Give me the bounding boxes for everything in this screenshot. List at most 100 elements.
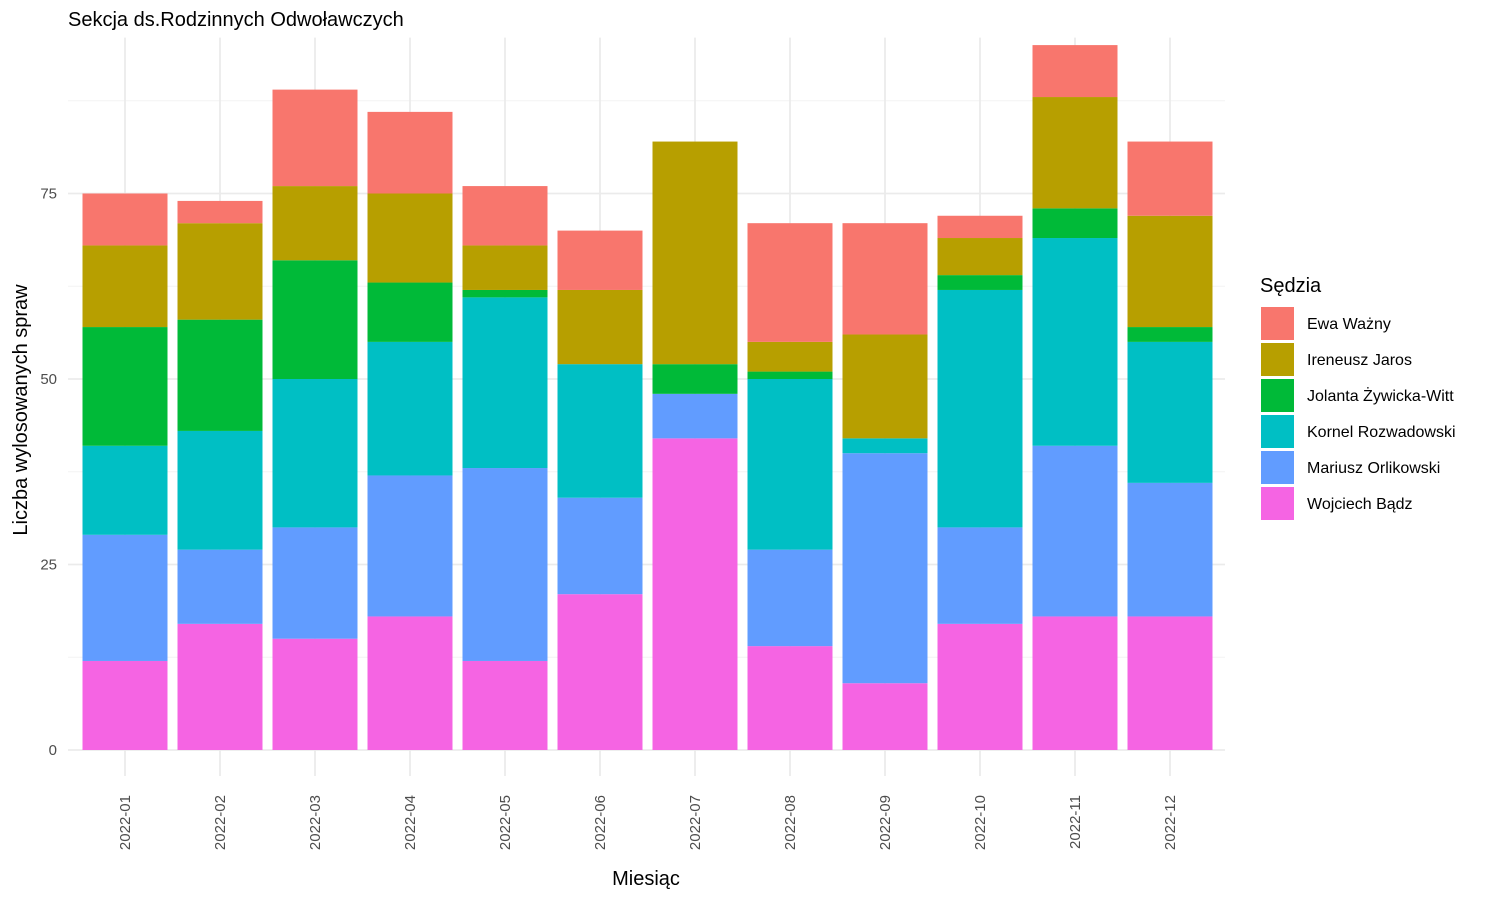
bar-segment xyxy=(652,141,738,365)
bar-segment xyxy=(937,527,1023,624)
bar-segment xyxy=(1127,616,1213,750)
bar-segment xyxy=(462,245,548,290)
x-tick-label: 2022-08 xyxy=(782,795,799,850)
y-tick-label: 50 xyxy=(40,371,57,388)
x-tick-label: 2022-05 xyxy=(497,795,514,850)
x-tick-label: 2022-02 xyxy=(212,795,229,850)
bar-segment xyxy=(272,379,358,528)
x-tick-label: 2022-04 xyxy=(402,795,419,850)
legend-swatch xyxy=(1261,307,1294,340)
bar-segment xyxy=(177,319,263,431)
bar-segment xyxy=(937,289,1023,528)
bar-segment xyxy=(1032,97,1118,209)
bar-segment xyxy=(1032,616,1118,750)
axes: 0 25 50 75 2022-01 2022-02 2022-03 2022-04 2022-… xyxy=(40,186,1179,851)
bar-segment xyxy=(557,497,643,595)
bar-segment xyxy=(177,200,263,224)
bar-segment xyxy=(177,430,263,550)
legend-swatch xyxy=(1261,379,1294,412)
chart-title: Sekcja ds.Rodzinnych Odwoławczych xyxy=(68,9,404,31)
bar-segment xyxy=(747,379,833,550)
bar-segment xyxy=(652,364,738,394)
bar-segment xyxy=(462,468,548,661)
bar-segment xyxy=(367,475,453,617)
legend-label: Wojciech Bądz xyxy=(1307,496,1413,513)
bar-segment xyxy=(462,289,548,298)
bar-segment xyxy=(82,245,168,328)
bar-segment xyxy=(1032,238,1118,446)
bar-segment xyxy=(1127,215,1213,328)
y-tick-label: 0 xyxy=(49,742,57,759)
legend-label: Ireneusz Jaros xyxy=(1307,352,1412,369)
x-tick-label: 2022-07 xyxy=(687,795,704,850)
bar-segment xyxy=(842,453,928,684)
x-tick-label: 2022-03 xyxy=(307,795,324,850)
bar-segment xyxy=(177,223,263,320)
bar-segment xyxy=(557,230,643,290)
bar-segment xyxy=(462,186,548,246)
bar-segment xyxy=(367,193,453,283)
bar-segment xyxy=(177,623,263,750)
bar-segment xyxy=(272,638,358,750)
legend-swatch xyxy=(1261,415,1294,448)
legend-label: Ewa Ważny xyxy=(1307,316,1391,333)
x-tick-label: 2022-10 xyxy=(972,795,989,850)
bar-segment xyxy=(557,289,643,365)
bar-segment xyxy=(1127,482,1213,617)
bar-segment xyxy=(937,275,1023,290)
bars xyxy=(82,45,1213,750)
y-tick-label: 75 xyxy=(40,186,57,203)
bar-segment xyxy=(652,393,738,439)
bar-segment xyxy=(272,527,358,639)
x-tick-label: 2022-06 xyxy=(592,795,609,850)
x-axis-title: Miesiąc xyxy=(612,868,680,890)
bar-segment xyxy=(177,549,263,624)
bar-segment xyxy=(747,371,833,379)
bar-segment xyxy=(842,223,928,335)
bar-segment xyxy=(82,445,168,535)
legend-title: Sędzia xyxy=(1260,275,1322,297)
legend-swatch xyxy=(1261,487,1294,520)
bar-segment xyxy=(367,616,453,750)
bar-segment xyxy=(557,364,643,498)
bar-segment xyxy=(272,89,358,187)
bar-segment xyxy=(272,186,358,261)
bar-segment xyxy=(1127,327,1213,342)
bar-segment xyxy=(82,193,168,246)
bar-segment xyxy=(557,594,643,750)
legend-label: Kornel Rozwadowski xyxy=(1307,424,1456,441)
bar-segment xyxy=(747,223,833,342)
bar-segment xyxy=(1032,45,1118,98)
y-axis-title: Liczba wylosowanych spraw xyxy=(10,284,32,536)
x-tick-label: 2022-12 xyxy=(1162,795,1179,850)
bar-segment xyxy=(367,282,453,342)
bar-segment xyxy=(937,215,1023,239)
bar-segment xyxy=(937,238,1023,276)
bar-segment xyxy=(747,549,833,647)
bar-segment xyxy=(1032,445,1118,617)
bar-segment xyxy=(1127,141,1213,216)
bar-segment xyxy=(82,327,168,446)
bar-segment xyxy=(842,334,928,439)
bar-segment xyxy=(82,660,168,750)
bar-segment xyxy=(462,660,548,750)
bar-segment xyxy=(747,646,833,750)
x-tick-label: 2022-11 xyxy=(1067,795,1084,849)
bar-segment xyxy=(842,683,928,750)
bar-segment xyxy=(367,111,453,194)
bar-segment xyxy=(652,438,738,750)
x-tick-label: 2022-01 xyxy=(117,795,134,850)
bar-segment xyxy=(462,297,548,469)
legend-swatch xyxy=(1261,343,1294,376)
legend: Sędzia Ewa Ważny Ireneusz Jaros Jolanta Ży… xyxy=(1260,275,1456,520)
bar-segment xyxy=(82,534,168,661)
legend-label: Jolanta Żywicka-Witt xyxy=(1307,386,1454,405)
bar-segment xyxy=(272,260,358,379)
bar-segment xyxy=(842,438,928,454)
bar-segment xyxy=(937,623,1023,750)
bar-segment xyxy=(367,341,453,476)
bar-segment xyxy=(1032,208,1118,239)
legend-label: Mariusz Orlikowski xyxy=(1307,460,1440,477)
